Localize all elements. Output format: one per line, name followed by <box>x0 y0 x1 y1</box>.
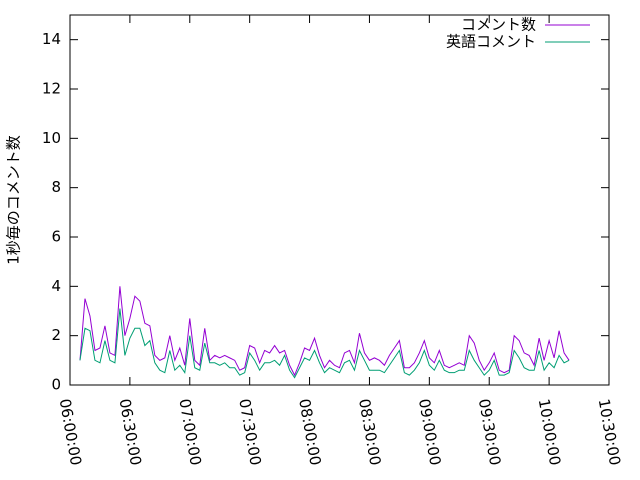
y-tick-label: 6 <box>51 228 61 246</box>
x-tick-label: 10:00:00 <box>535 397 564 466</box>
series-line <box>79 308 570 379</box>
y-tick-label: 8 <box>51 178 61 196</box>
x-tick-label: 07:30:00 <box>235 397 264 466</box>
x-tick-label: 08:00:00 <box>295 397 324 466</box>
y-tick-label: 0 <box>51 376 61 394</box>
y-axis-label: 1秒毎のコメント数 <box>5 135 23 265</box>
x-tick-label: 06:00:00 <box>56 397 85 466</box>
legend-label: コメント数 <box>461 16 536 34</box>
series-line <box>79 286 570 377</box>
x-tick-label: 07:00:00 <box>175 397 204 466</box>
x-tick-label: 09:00:00 <box>415 397 444 466</box>
x-tick-label: 10:30:00 <box>595 397 624 466</box>
y-tick-label: 4 <box>51 277 61 295</box>
x-tick-label: 09:30:00 <box>475 397 504 466</box>
x-tick-label: 06:30:00 <box>116 397 145 466</box>
y-tick-label: 12 <box>42 80 61 98</box>
y-tick-label: 2 <box>51 326 61 344</box>
y-tick-label: 10 <box>42 129 61 147</box>
plot-border <box>69 14 610 386</box>
y-tick-label: 14 <box>42 30 61 48</box>
x-tick-label: 08:30:00 <box>355 397 384 466</box>
legend-label: 英語コメント <box>446 33 536 51</box>
